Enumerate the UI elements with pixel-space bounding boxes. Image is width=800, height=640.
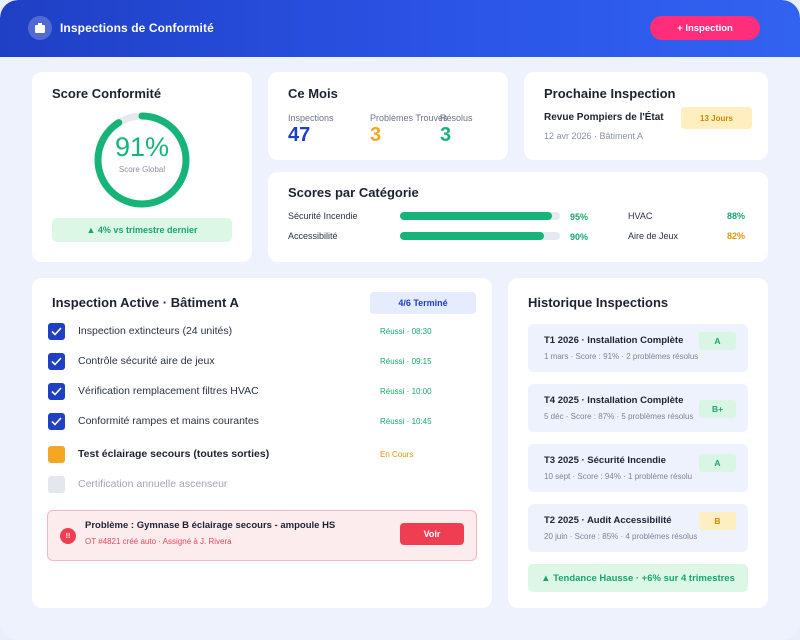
category-value: 95% <box>570 212 589 222</box>
category-bar-fill <box>400 212 552 220</box>
history-item[interactable]: T2 2025 · Audit Accessibilité 20 juin · … <box>528 504 748 552</box>
task-row[interactable]: Contrôle sécurité aire de jeux Réussi · … <box>48 351 468 371</box>
next-inspection-name: Revue Pompiers de l'État <box>544 112 664 123</box>
days-remaining-badge: 13 Jours <box>681 107 752 129</box>
task-status: En Cours <box>380 450 414 459</box>
check-icon <box>51 417 62 426</box>
score-card: Score Conformité 91% Score Global ▲ 4% v… <box>32 72 252 262</box>
score-trend-badge: ▲ 4% vs trimestre dernier <box>52 218 232 242</box>
alert-title: Problème : Gymnase B éclairage secours -… <box>85 520 336 531</box>
view-issue-button[interactable]: Voir <box>400 523 464 545</box>
checkbox-checked[interactable] <box>48 413 65 430</box>
grade-badge: B+ <box>699 400 736 418</box>
active-inspection-title: Inspection Active · Bâtiment A <box>52 295 239 310</box>
task-label: Inspection extincteurs (24 unités) <box>78 325 233 337</box>
check-icon <box>51 357 62 366</box>
check-icon <box>51 387 62 396</box>
category-value: 90% <box>570 232 589 242</box>
stat-value-resolved: 3 <box>440 124 452 146</box>
category-scores-title: Scores par Catégorie <box>288 185 419 200</box>
task-label: Contrôle sécurité aire de jeux <box>78 355 215 367</box>
score-ring-fill <box>94 112 190 208</box>
history-item[interactable]: T1 2026 · Installation Complète 1 mars ·… <box>528 324 748 372</box>
app-title: Inspections de Conformité <box>60 21 214 35</box>
task-status: Réussi · 10:45 <box>380 417 432 426</box>
history-item-meta: 1 mars · Score : 91% · 2 problèmes résol… <box>544 352 699 361</box>
issue-alert: !! Problème : Gymnase B éclairage secour… <box>47 510 477 561</box>
stat-label-inspections: Inspections <box>288 113 334 123</box>
alert-subtitle: OT #4821 créé auto · Assigné à J. Rivera <box>85 537 232 546</box>
next-inspection-meta: 12 avr 2026 · Bâtiment A <box>544 131 644 141</box>
category-label: Accessibilité <box>288 231 338 241</box>
task-row[interactable]: Test éclairage secours (toutes sorties) … <box>48 444 468 464</box>
history-item-title: T3 2025 · Sécurité Incendie <box>544 455 666 466</box>
history-item-meta: 20 juin · Score : 85% · 4 problèmes réso… <box>544 532 698 541</box>
task-label: Vérification remplacement filtres HVAC <box>78 385 259 397</box>
category-value: 88% <box>727 211 746 221</box>
category-label: Aire de Jeux <box>628 231 679 241</box>
check-icon <box>51 327 62 336</box>
task-label: Test éclairage secours (toutes sorties) <box>78 448 270 460</box>
stat-value-issues: 3 <box>370 124 382 146</box>
checkbox-unchecked[interactable] <box>48 476 65 493</box>
category-value: 82% <box>727 231 746 241</box>
task-row[interactable]: Conformité rampes et mains courantes Réu… <box>48 411 468 431</box>
task-label: Conformité rampes et mains courantes <box>78 415 259 427</box>
history-trend-badge: ▲ Tendance Hausse · +6% sur 4 trimestres <box>528 564 748 592</box>
history-item[interactable]: T4 2025 · Installation Complète 5 déc · … <box>528 384 748 432</box>
stat-label-issues: Problèmes Trouvés <box>370 113 448 123</box>
history-card: Historique Inspections T1 2026 · Install… <box>508 278 768 608</box>
active-inspection-card: Inspection Active · Bâtiment A 4/6 Termi… <box>32 278 492 608</box>
task-row[interactable]: Inspection extincteurs (24 unités) Réuss… <box>48 321 468 341</box>
stat-label-resolved: Résolus <box>440 113 473 123</box>
stat-value-inspections: 47 <box>288 124 311 146</box>
task-status: Réussi · 09:15 <box>380 357 432 366</box>
month-card-title: Ce Mois <box>288 86 338 101</box>
task-row[interactable]: Certification annuelle ascenseur <box>48 474 468 494</box>
grade-badge: B <box>699 512 736 530</box>
category-bar <box>400 212 560 220</box>
app-header: Inspections de Conformité + Inspection <box>0 0 800 57</box>
next-inspection-card: Prochaine Inspection Revue Pompiers de l… <box>524 72 768 160</box>
task-label: Certification annuelle ascenseur <box>78 478 228 490</box>
category-bar-fill <box>400 232 544 240</box>
checkbox-checked[interactable] <box>48 383 65 400</box>
grade-badge: A <box>699 454 736 472</box>
history-item-title: T4 2025 · Installation Complète <box>544 395 684 406</box>
category-bar <box>400 232 560 240</box>
warning-icon: !! <box>60 528 76 544</box>
grade-badge: A <box>699 332 736 350</box>
history-item-title: T2 2025 · Audit Accessibilité <box>544 515 672 526</box>
history-item-meta: 5 déc · Score : 87% · 5 problèmes résolu… <box>544 412 694 421</box>
history-item-meta: 10 sept · Score : 94% · 1 problème résol… <box>544 472 693 481</box>
new-inspection-button[interactable]: + Inspection <box>650 16 760 40</box>
history-item[interactable]: T3 2025 · Sécurité Incendie 10 sept · Sc… <box>528 444 748 492</box>
task-row[interactable]: Vérification remplacement filtres HVAC R… <box>48 381 468 401</box>
history-title: Historique Inspections <box>528 295 669 310</box>
category-label: Sécurité Incendie <box>288 211 358 221</box>
task-status: Réussi · 08:30 <box>380 327 432 336</box>
category-scores-card: Scores par Catégorie Sécurité Incendie 9… <box>268 172 768 262</box>
next-inspection-title: Prochaine Inspection <box>544 86 676 101</box>
checkbox-checked[interactable] <box>48 353 65 370</box>
progress-badge: 4/6 Terminé <box>370 292 476 314</box>
checkbox-pending[interactable] <box>48 446 65 463</box>
checkbox-checked[interactable] <box>48 323 65 340</box>
category-label: HVAC <box>628 211 653 221</box>
score-percent: 91% <box>114 132 170 162</box>
task-status: Réussi · 10:00 <box>380 387 432 396</box>
history-item-title: T1 2026 · Installation Complète <box>544 335 684 346</box>
score-ring <box>94 112 190 208</box>
building-icon <box>28 16 52 40</box>
score-subtitle: Score Global <box>118 165 166 174</box>
score-card-title: Score Conformité <box>52 86 162 101</box>
month-card: Ce Mois Inspections 47 Problèmes Trouvés… <box>268 72 508 160</box>
